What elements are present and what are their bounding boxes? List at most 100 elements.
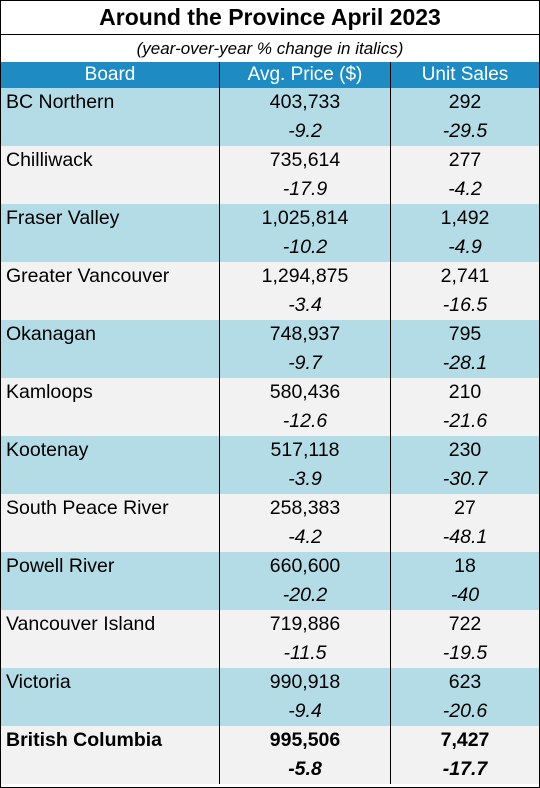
unit-sales-value: 18: [390, 552, 539, 581]
table-row-change: -9.7 -28.1: [1, 349, 539, 378]
avg-price-value: 995,506: [219, 726, 391, 755]
avg-price-value: 735,614: [219, 146, 391, 175]
avg-price-value: 517,118: [219, 436, 391, 465]
avg-price-change: -9.4: [219, 697, 391, 726]
avg-price-change: -20.2: [219, 581, 391, 610]
table-row: South Peace River 258,383 27: [1, 494, 539, 523]
table-row-change: -17.9 -4.2: [1, 175, 539, 204]
column-header-board: Board: [1, 62, 220, 88]
unit-sales-value: 277: [390, 146, 539, 175]
unit-sales-value: 27: [390, 494, 539, 523]
board-name-spacer: [1, 465, 220, 494]
avg-price-value: 580,436: [219, 378, 391, 407]
avg-price-value: 990,918: [219, 668, 391, 697]
avg-price-change: -5.8: [219, 755, 391, 784]
unit-sales-value: 230: [390, 436, 539, 465]
unit-sales-value: 2,741: [390, 262, 539, 291]
board-name-spacer: [1, 349, 220, 378]
unit-sales-value: 623: [390, 668, 539, 697]
unit-sales-change: -21.6: [390, 407, 539, 436]
unit-sales-value: 210: [390, 378, 539, 407]
unit-sales-change: -19.5: [390, 639, 539, 668]
board-name: BC Northern: [1, 88, 220, 117]
avg-price-change: -11.5: [219, 639, 391, 668]
table-row: Chilliwack 735,614 277: [1, 146, 539, 175]
table-row: Kamloops 580,436 210: [1, 378, 539, 407]
table-body: BC Northern 403,733 292 -9.2 -29.5 Chilliwack…: [1, 88, 539, 784]
unit-sales-value: 292: [390, 88, 539, 117]
board-name-spacer: [1, 639, 220, 668]
unit-sales-change: -20.6: [390, 697, 539, 726]
table-row: Okanagan 748,937 795: [1, 320, 539, 349]
unit-sales-change: -48.1: [390, 523, 539, 552]
unit-sales-change: -40: [390, 581, 539, 610]
board-name: South Peace River: [1, 494, 220, 523]
province-table: Board Avg. Price ($) Unit Sales BC North…: [1, 62, 539, 784]
avg-price-change: -9.7: [219, 349, 391, 378]
board-name: Powell River: [1, 552, 220, 581]
table-row: Vancouver Island 719,886 722: [1, 610, 539, 639]
unit-sales-value: 795: [390, 320, 539, 349]
table-row-change: -9.4 -20.6: [1, 697, 539, 726]
table-row: British Columbia 995,506 7,427: [1, 726, 539, 755]
board-name: British Columbia: [1, 726, 220, 755]
board-name-spacer: [1, 697, 220, 726]
table-row-change: -9.2 -29.5: [1, 117, 539, 146]
table-row-change: -3.9 -30.7: [1, 465, 539, 494]
avg-price-change: -9.2: [219, 117, 391, 146]
table-row-change: -11.5 -19.5: [1, 639, 539, 668]
unit-sales-change: -30.7: [390, 465, 539, 494]
column-header-unit-sales: Unit Sales: [390, 62, 539, 88]
unit-sales-change: -28.1: [390, 349, 539, 378]
avg-price-change: -3.9: [219, 465, 391, 494]
avg-price-value: 660,600: [219, 552, 391, 581]
unit-sales-change: -17.7: [390, 755, 539, 784]
board-name: Kootenay: [1, 436, 220, 465]
table-row: Fraser Valley 1,025,814 1,492: [1, 204, 539, 233]
avg-price-change: -4.2: [219, 523, 391, 552]
board-name-spacer: [1, 233, 220, 262]
unit-sales-change: -4.9: [390, 233, 539, 262]
unit-sales-change: -4.2: [390, 175, 539, 204]
table-header-row: Board Avg. Price ($) Unit Sales: [1, 62, 539, 88]
board-name: Victoria: [1, 668, 220, 697]
table-row: Victoria 990,918 623: [1, 668, 539, 697]
column-header-avg-price: Avg. Price ($): [219, 62, 391, 88]
table-row-change: -20.2 -40: [1, 581, 539, 610]
page-title: Around the Province April 2023: [1, 1, 539, 35]
board-name-spacer: [1, 407, 220, 436]
table-row: BC Northern 403,733 292: [1, 88, 539, 117]
avg-price-value: 748,937: [219, 320, 391, 349]
unit-sales-change: -29.5: [390, 117, 539, 146]
board-name: Kamloops: [1, 378, 220, 407]
board-name: Okanagan: [1, 320, 220, 349]
table-row-change: -4.2 -48.1: [1, 523, 539, 552]
board-name: Greater Vancouver: [1, 262, 220, 291]
avg-price-change: -10.2: [219, 233, 391, 262]
board-name: Vancouver Island: [1, 610, 220, 639]
avg-price-value: 1,025,814: [219, 204, 391, 233]
avg-price-change: -17.9: [219, 175, 391, 204]
table-row-change: -10.2 -4.9: [1, 233, 539, 262]
board-name-spacer: [1, 175, 220, 204]
unit-sales-change: -16.5: [390, 291, 539, 320]
board-name-spacer: [1, 581, 220, 610]
board-name-spacer: [1, 117, 220, 146]
avg-price-change: -12.6: [219, 407, 391, 436]
table-row: Powell River 660,600 18: [1, 552, 539, 581]
board-name-spacer: [1, 523, 220, 552]
unit-sales-value: 7,427: [390, 726, 539, 755]
table-row-change: -3.4 -16.5: [1, 291, 539, 320]
table-row: Greater Vancouver 1,294,875 2,741: [1, 262, 539, 291]
table-row-change: -5.8 -17.7: [1, 755, 539, 784]
table-row: Kootenay 517,118 230: [1, 436, 539, 465]
board-name: Fraser Valley: [1, 204, 220, 233]
table-row-change: -12.6 -21.6: [1, 407, 539, 436]
avg-price-value: 719,886: [219, 610, 391, 639]
unit-sales-value: 1,492: [390, 204, 539, 233]
avg-price-value: 258,383: [219, 494, 391, 523]
avg-price-value: 1,294,875: [219, 262, 391, 291]
page-subtitle: (year-over-year % change in italics): [136, 39, 404, 58]
board-name-spacer: [1, 755, 220, 784]
